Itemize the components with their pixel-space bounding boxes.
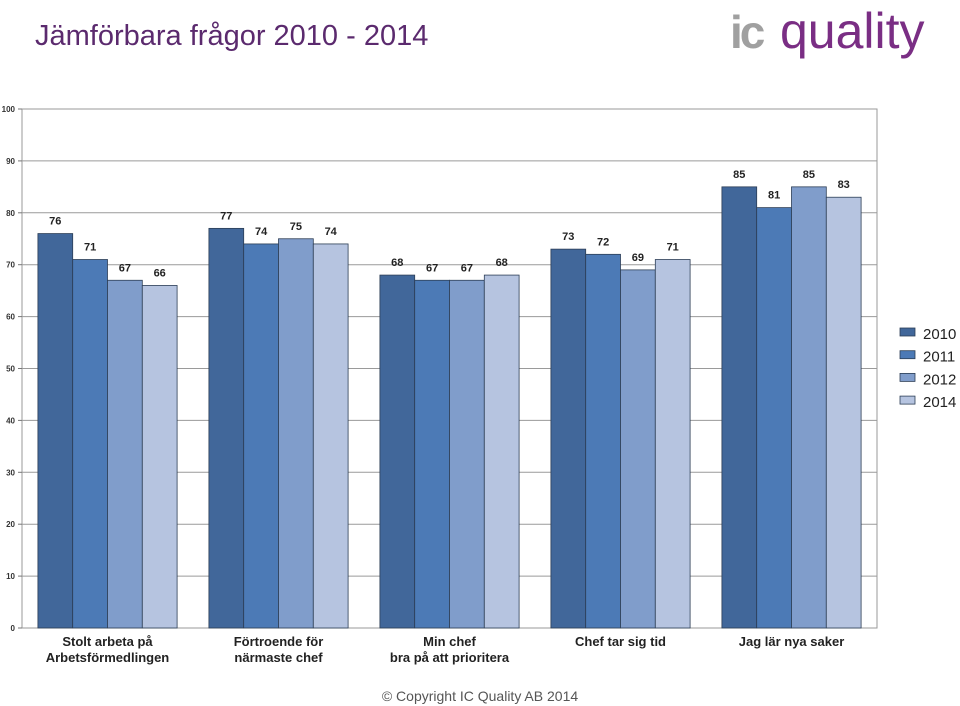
data-label: 85 (803, 169, 815, 181)
y-tick-label: 30 (6, 468, 15, 477)
bar (585, 253, 621, 629)
bar (620, 269, 656, 629)
data-label: 76 (49, 216, 61, 228)
bar (141, 285, 178, 629)
x-tick-label: bra på att prioritera (390, 650, 510, 665)
bar (243, 243, 279, 629)
y-tick-label: 80 (6, 209, 15, 218)
legend-swatch (899, 372, 916, 382)
data-label: 74 (325, 226, 338, 238)
bar (312, 243, 349, 629)
x-tick-label: Stolt arbeta på (62, 634, 153, 649)
data-label: 73 (562, 231, 574, 243)
y-tick-label: 60 (6, 313, 15, 322)
bar (756, 207, 792, 629)
y-tick-label: 0 (11, 624, 16, 633)
data-label: 66 (154, 267, 166, 279)
bar (449, 279, 485, 629)
x-tick-label: Förtroende för (234, 634, 324, 649)
data-label: 77 (220, 210, 232, 222)
x-tick-label: närmaste chef (234, 650, 323, 665)
logo-word: quality (780, 3, 925, 59)
bar (791, 186, 827, 629)
data-label: 69 (632, 252, 644, 264)
legend-label: 2014 (923, 394, 956, 411)
data-label: 75 (290, 221, 302, 233)
y-tick-label: 100 (2, 105, 16, 114)
bar (483, 274, 520, 629)
bar (37, 233, 74, 629)
data-label: 81 (768, 190, 780, 202)
bar (107, 279, 143, 629)
y-tick-label: 20 (6, 520, 15, 529)
x-tick-label: Min chef (423, 634, 476, 649)
bar (825, 196, 862, 629)
x-tick-label: Jag lär nya saker (739, 634, 845, 649)
bar (414, 279, 450, 629)
legend-swatch (899, 350, 916, 360)
bar (278, 238, 314, 629)
bar (721, 186, 758, 629)
data-label: 67 (119, 262, 131, 274)
data-label: 85 (733, 169, 745, 181)
bar (550, 248, 587, 629)
data-label: 68 (391, 257, 403, 269)
data-label: 74 (255, 226, 268, 238)
legend-swatch (899, 327, 916, 337)
data-label: 71 (667, 242, 679, 254)
y-tick-label: 50 (6, 365, 15, 374)
copyright-text: © Copyright IC Quality AB 2014 (381, 688, 579, 704)
data-label: 68 (496, 257, 508, 269)
bar (208, 227, 245, 629)
data-label: 67 (461, 262, 473, 274)
x-tick-label: Arbetsförmedlingen (46, 650, 170, 665)
bar (654, 259, 691, 629)
legend-swatch (899, 395, 916, 405)
legend-label: 2011 (923, 349, 955, 366)
y-tick-label: 10 (6, 572, 15, 581)
data-label: 83 (838, 179, 850, 191)
ic-quality-logo: ic quality (730, 3, 925, 59)
legend-label: 2010 (923, 326, 956, 343)
legend-label: 2012 (923, 371, 956, 388)
bar-chart: 0 10 20 30 40 50 60 70 80 90 100 76 71 67 66 Stolt arbe… (2, 105, 957, 665)
x-tick-label: Chef tar sig tid (575, 634, 666, 649)
bar (72, 259, 108, 629)
data-label: 71 (84, 242, 96, 254)
bar (379, 274, 416, 629)
data-label: 72 (597, 236, 609, 248)
y-tick-label: 90 (6, 157, 15, 166)
y-tick-label: 70 (6, 261, 15, 270)
data-label: 67 (426, 262, 438, 274)
y-tick-label: 40 (6, 416, 15, 425)
page-title: Jämförbara frågor 2010 - 2014 (35, 20, 429, 52)
logo-prefix: ic (730, 6, 765, 58)
